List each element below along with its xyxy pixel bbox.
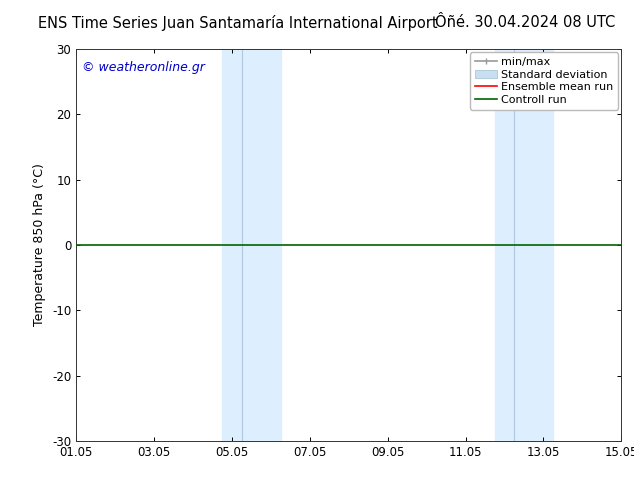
Text: ENS Time Series Juan Santamaría International Airport: ENS Time Series Juan Santamaría Internat… (38, 15, 437, 31)
Bar (495, 49, 553, 441)
Legend: min/max, Standard deviation, Ensemble mean run, Controll run: min/max, Standard deviation, Ensemble me… (470, 52, 618, 110)
Y-axis label: Temperature 850 hPa (°C): Temperature 850 hPa (°C) (34, 164, 46, 326)
Text: © weatheronline.gr: © weatheronline.gr (82, 61, 204, 74)
Text: Ôñé. 30.04.2024 08 UTC: Ôñé. 30.04.2024 08 UTC (435, 15, 615, 30)
Bar (222, 49, 280, 441)
